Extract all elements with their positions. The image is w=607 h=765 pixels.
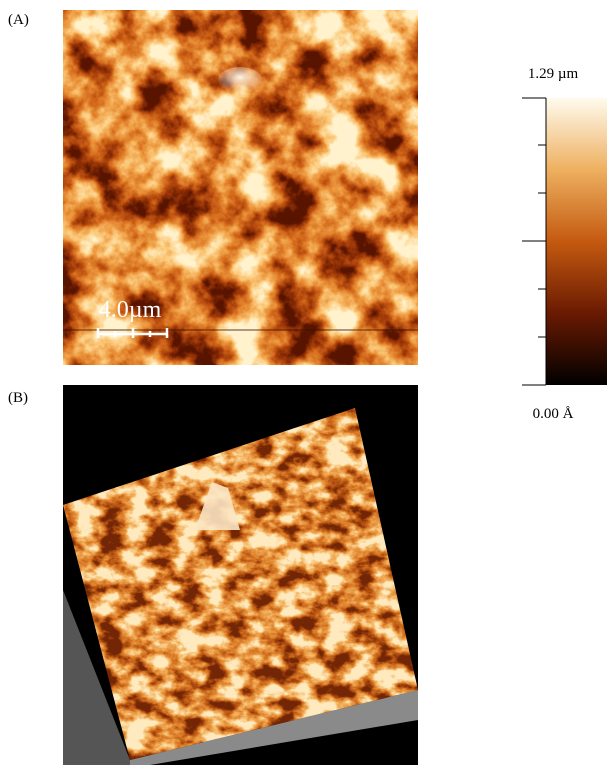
scale-bar-label: 4.0µm bbox=[99, 297, 162, 323]
panel-label: (A) bbox=[8, 12, 29, 28]
color-scale-min: 0.00 Å bbox=[533, 406, 574, 422]
panel-label: (B) bbox=[8, 390, 28, 406]
color-bar bbox=[546, 98, 607, 385]
color-scale-max: 1.29 µm bbox=[528, 66, 579, 82]
figure: (A) 4.0µm 1.29 µm 0.00 Å (B) bbox=[0, 0, 607, 765]
bright-spot bbox=[218, 67, 262, 93]
color-bar-ticks bbox=[522, 98, 546, 385]
